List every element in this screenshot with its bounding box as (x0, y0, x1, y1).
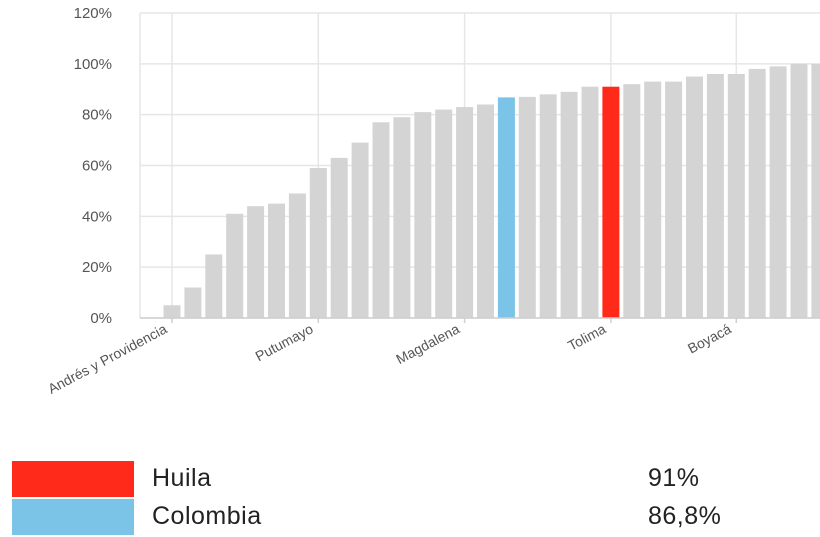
x-tick-label: Andrés y Providencia (45, 320, 170, 396)
legend-item-colombia: Colombia 86,8% (12, 499, 802, 535)
x-tick-label: Boyacá (685, 320, 734, 356)
bar (226, 213, 244, 318)
y-tick-label: 60% (82, 158, 112, 175)
bar (665, 81, 683, 318)
bar (748, 68, 766, 319)
x-axis: Andrés y Providencia Putumayo Magdalena Tol… (45, 317, 820, 397)
legend-name-huila: Huila (152, 464, 212, 492)
bar (288, 193, 306, 318)
bar (518, 96, 536, 318)
bar (790, 63, 808, 319)
legend-name-colombia: Colombia (152, 502, 262, 530)
bar (163, 305, 181, 318)
bar (706, 74, 724, 318)
bar (581, 86, 599, 318)
bar (811, 63, 820, 319)
legend-value-huila: 91% (648, 464, 700, 492)
bar (644, 81, 662, 318)
x-tick-label: Putumayo (253, 320, 316, 364)
legend-swatch-huila (12, 461, 134, 497)
bar (727, 74, 745, 318)
bar (477, 104, 494, 318)
bar (602, 86, 620, 318)
y-tick-label: 100% (74, 56, 112, 73)
x-tick-label: Tolima (565, 320, 608, 353)
y-tick-label: 0% (90, 310, 112, 327)
bar (769, 66, 787, 318)
bar (686, 76, 703, 319)
bar (309, 168, 327, 318)
bar (435, 109, 453, 318)
y-tick-label: 80% (82, 107, 112, 124)
legend-item-huila: Huila 91% (12, 461, 802, 497)
bar-chart: 0% 20% 40% 60% 80% 100% 120% Andrés y Providen… (45, 5, 820, 397)
y-tick-label: 120% (74, 5, 112, 22)
bars (163, 63, 820, 319)
bar (560, 91, 578, 319)
legend-value-colombia: 86,8% (648, 502, 722, 530)
bar (623, 84, 641, 319)
y-tick-label: 40% (82, 208, 112, 225)
y-axis: 0% 20% 40% 60% 80% 100% 120% (74, 5, 112, 327)
bar (497, 97, 515, 318)
bar (268, 203, 285, 318)
bar (372, 122, 390, 319)
bar (330, 157, 348, 318)
bar (393, 117, 411, 318)
bar (456, 107, 474, 319)
bar (247, 206, 265, 318)
y-tick-label: 20% (82, 259, 112, 276)
bar (539, 94, 557, 318)
bar (414, 112, 432, 318)
bar (184, 287, 202, 318)
legend-swatch-colombia (12, 499, 134, 535)
x-tick-label: Magdalena (393, 320, 462, 367)
bar (351, 142, 369, 318)
bar (205, 254, 223, 318)
